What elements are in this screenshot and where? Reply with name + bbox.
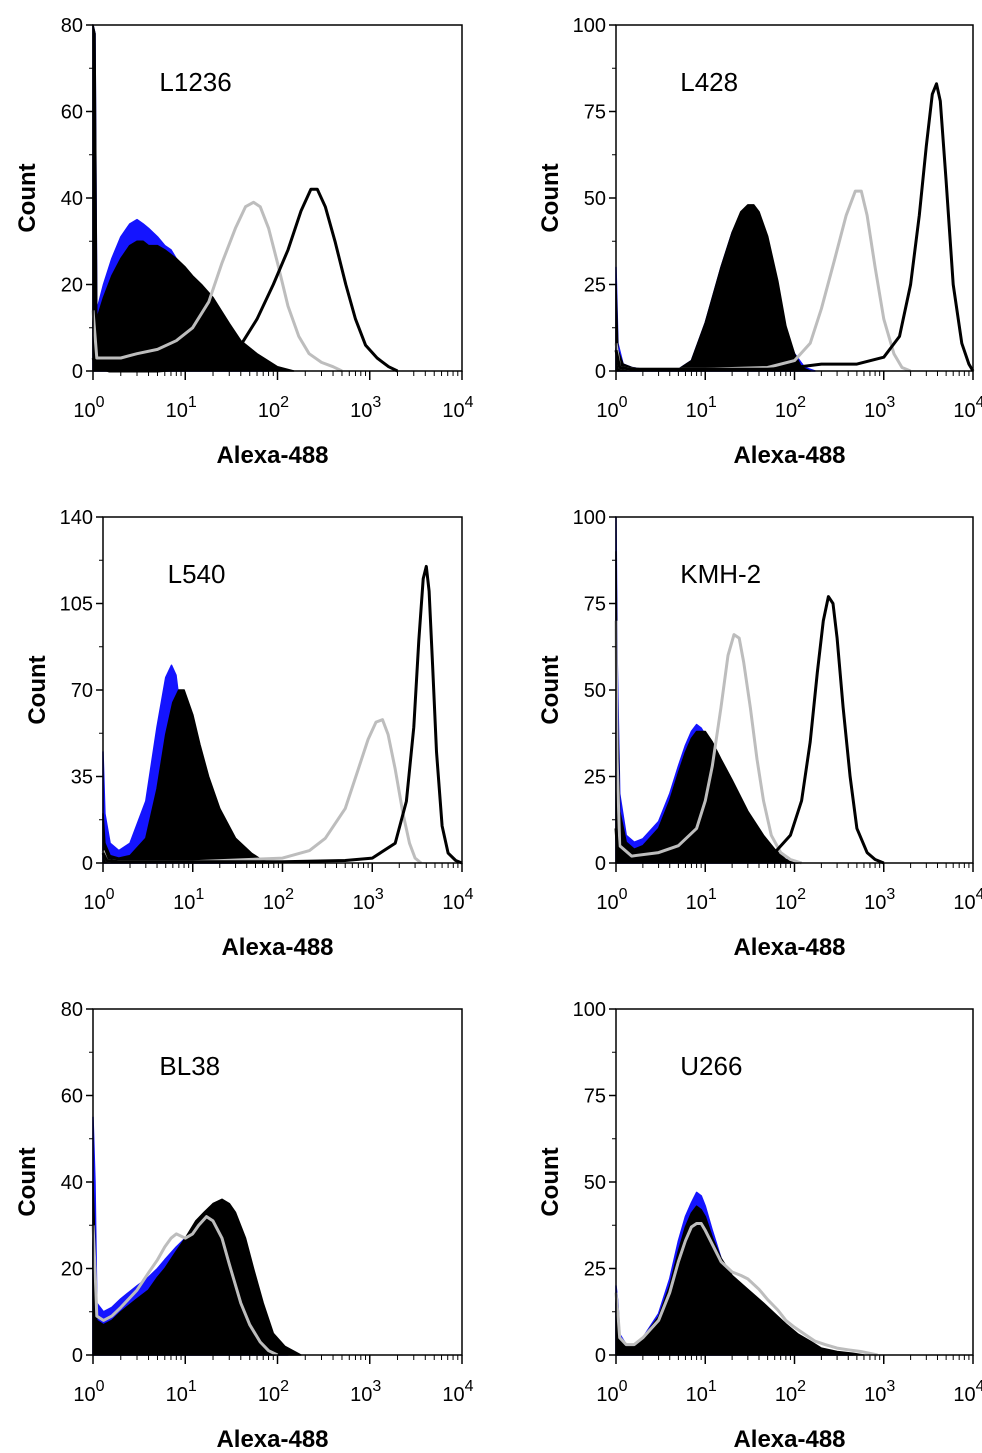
x-tick-label: 101: [686, 886, 717, 914]
y-tick-label: 0: [72, 361, 83, 383]
y-tick-label: 50: [584, 188, 606, 210]
cell-line-label: U266: [680, 1051, 742, 1081]
cell-line-label: BL38: [159, 1051, 220, 1081]
x-tick-label: 102: [258, 1378, 289, 1406]
x-tick-label: 103: [353, 886, 384, 914]
x-tick-label: 102: [775, 394, 806, 422]
cell-line-label: KMH-2: [680, 559, 761, 589]
y-tick-label: 80: [61, 999, 83, 1021]
y-tick-label: 0: [82, 853, 93, 875]
y-tick-label: 50: [584, 680, 606, 702]
y-tick-label: 140: [60, 507, 93, 529]
x-tick-label: 104: [442, 886, 473, 914]
x-tick-label: 103: [350, 1378, 381, 1406]
histogram-series-filled-black: [615, 550, 799, 864]
x-axis-title: Alexa-488: [216, 442, 328, 469]
y-tick-label: 0: [595, 361, 606, 383]
y-tick-label: 20: [61, 275, 83, 297]
y-tick-label: 40: [61, 1172, 83, 1194]
y-axis-title: Count: [537, 655, 564, 724]
histogram-series-gray-line: [91, 1215, 279, 1357]
x-tick-label: 100: [83, 886, 114, 914]
histogram-panel: 0 25 50 75 100 100 101 102 103 104 Alexa-488 Count L…: [537, 15, 982, 469]
y-tick-label: 25: [584, 1259, 606, 1281]
y-tick-label: 0: [595, 1345, 606, 1367]
y-tick-label: 100: [573, 15, 606, 37]
x-tick-label: 100: [596, 886, 627, 914]
y-tick-label: 60: [61, 102, 83, 124]
x-tick-label: 101: [173, 886, 204, 914]
x-axis-title: Alexa-488: [216, 1426, 328, 1453]
x-tick-label: 103: [350, 394, 381, 422]
cell-line-label: L428: [680, 67, 738, 97]
x-tick-label: 104: [442, 394, 473, 422]
histogram-panel: 0 20 40 60 80 100 101 102 103 104 Alexa-488 Count BL…: [14, 999, 474, 1453]
x-tick-label: 100: [73, 394, 104, 422]
histogram-panel: 0 25 50 75 100 100 101 102 103 104 Alexa-488 Count U…: [537, 999, 982, 1453]
histogram-panel: 0 25 50 75 100 100 101 102 103 104 Alexa-488 Count K…: [537, 507, 982, 961]
x-axis-title: Alexa-488: [221, 934, 333, 961]
x-tick-label: 102: [775, 886, 806, 914]
histogram-series-black-line: [614, 595, 885, 865]
x-tick-label: 100: [73, 1378, 104, 1406]
y-tick-label: 25: [584, 275, 606, 297]
x-tick-label: 102: [258, 394, 289, 422]
histogram-panel: 0 20 40 60 80 100 101 102 103 104 Alexa-488 Count L1…: [14, 15, 474, 469]
y-axis-title: Count: [537, 1147, 564, 1216]
histogram-series-filled-black: [92, 1181, 302, 1356]
histogram-panel: 0 35 70 105 140 100 101 102 103 104 Alexa-488 Count…: [24, 507, 474, 961]
y-tick-label: 105: [60, 594, 93, 616]
y-tick-label: 0: [72, 1345, 83, 1367]
x-tick-label: 100: [596, 1378, 627, 1406]
x-tick-label: 103: [864, 1378, 895, 1406]
plot-frame: [615, 24, 974, 372]
y-tick-label: 70: [71, 680, 93, 702]
cell-line-label: L1236: [159, 67, 231, 97]
x-tick-label: 104: [442, 1378, 473, 1406]
x-tick-label: 102: [775, 1378, 806, 1406]
y-tick-label: 35: [71, 767, 93, 789]
x-tick-label: 100: [596, 394, 627, 422]
x-tick-label: 104: [953, 394, 982, 422]
y-tick-label: 75: [584, 1086, 606, 1108]
y-tick-label: 75: [584, 594, 606, 616]
y-tick-label: 50: [584, 1172, 606, 1194]
y-axis-title: Count: [24, 655, 51, 724]
y-axis-title: Count: [14, 163, 41, 232]
histogram-series-black-line: [101, 564, 463, 865]
x-axis-title: Alexa-488: [733, 1426, 845, 1453]
y-tick-label: 75: [584, 102, 606, 124]
histogram-series-gray-line: [91, 200, 343, 373]
y-tick-label: 80: [61, 15, 83, 37]
histogram-series-black-line: [614, 82, 975, 372]
x-tick-label: 101: [686, 394, 717, 422]
y-tick-label: 0: [595, 853, 606, 875]
histogram-series-filled-black: [615, 1205, 865, 1356]
histogram-series-gray-line: [614, 620, 803, 865]
y-tick-label: 20: [61, 1259, 83, 1281]
x-axis-title: Alexa-488: [733, 442, 845, 469]
y-tick-label: 100: [573, 507, 606, 529]
y-tick-label: 25: [584, 767, 606, 789]
y-tick-label: 40: [61, 188, 83, 210]
x-tick-label: 103: [864, 886, 895, 914]
histogram-series-filled-black: [615, 204, 811, 372]
histogram-series-gray-line: [614, 1222, 878, 1357]
x-tick-label: 103: [864, 394, 895, 422]
cell-line-label: L540: [168, 559, 226, 589]
x-tick-label: 101: [686, 1378, 717, 1406]
x-tick-label: 101: [166, 1378, 197, 1406]
x-tick-label: 104: [953, 1378, 982, 1406]
y-axis-title: Count: [14, 1147, 41, 1216]
x-tick-label: 101: [166, 394, 197, 422]
x-axis-title: Alexa-488: [733, 934, 845, 961]
x-tick-label: 104: [953, 886, 982, 914]
x-tick-label: 102: [263, 886, 294, 914]
histogram-series-filled-black: [102, 689, 275, 864]
y-axis-title: Count: [537, 163, 564, 232]
y-tick-label: 100: [573, 999, 606, 1021]
y-tick-label: 60: [61, 1086, 83, 1108]
